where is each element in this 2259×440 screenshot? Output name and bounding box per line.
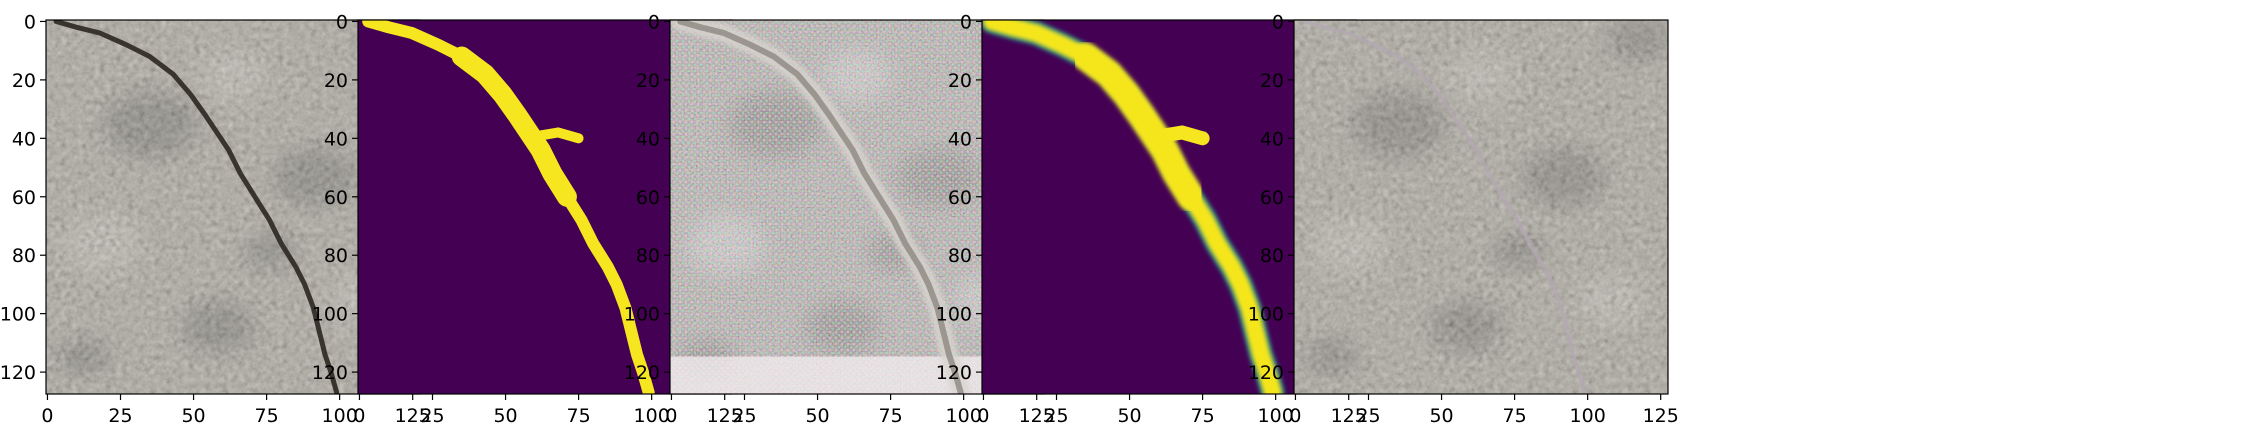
x-tick-label: 0	[1289, 405, 1301, 427]
y-tick-label: 20	[1260, 70, 1284, 92]
x-tick-label: 25	[732, 405, 756, 427]
x-tick-label: 125	[707, 405, 743, 427]
y-tick-label: 40	[1260, 128, 1284, 150]
y-tick-label: 100	[624, 304, 660, 326]
x-tick-label: 75	[879, 405, 903, 427]
x-tick-label: 125	[1331, 405, 1367, 427]
y-tick-label: 60	[1260, 187, 1284, 209]
x-tick-label: 0	[665, 405, 677, 427]
x-tick-label: 50	[1117, 405, 1141, 427]
x-tick-label: 50	[805, 405, 829, 427]
y-tick-label: 80	[948, 245, 972, 267]
y-tick-label: 0	[336, 11, 348, 33]
x-tick-label: 50	[181, 405, 205, 427]
y-tick-label: 100	[0, 304, 36, 326]
x-tick-label: 100	[946, 405, 982, 427]
y-tick-label: 100	[1248, 304, 1284, 326]
y-tick-label: 20	[948, 70, 972, 92]
y-tick-label: 0	[24, 11, 36, 33]
y-tick-label: 20	[636, 70, 660, 92]
axes-frame	[1293, 19, 1669, 395]
y-tick-label: 0	[960, 11, 972, 33]
x-tick-label: 75	[567, 405, 591, 427]
y-tick-label: 60	[948, 187, 972, 209]
y-tick-label: 40	[636, 128, 660, 150]
y-tick-label: 120	[0, 362, 36, 384]
y-tick-label: 40	[948, 128, 972, 150]
y-tick-label: 20	[324, 70, 348, 92]
x-tick-label: 125	[395, 405, 431, 427]
y-tick-label: 120	[624, 362, 660, 384]
y-tick-label: 80	[12, 245, 36, 267]
y-tick-label: 60	[636, 187, 660, 209]
x-tick-label: 100	[1258, 405, 1294, 427]
x-tick-label: 75	[1191, 405, 1215, 427]
x-tick-label: 25	[108, 405, 132, 427]
y-tick-label: 40	[324, 128, 348, 150]
y-tick-label: 60	[12, 187, 36, 209]
x-tick-label: 50	[1429, 405, 1453, 427]
x-tick-label: 75	[1503, 405, 1527, 427]
x-tick-label: 0	[977, 405, 989, 427]
x-tick-label: 50	[493, 405, 517, 427]
y-tick-label: 40	[12, 128, 36, 150]
y-tick-label: 20	[12, 70, 36, 92]
y-tick-label: 80	[636, 245, 660, 267]
y-tick-label: 80	[324, 245, 348, 267]
x-tick-label: 0	[41, 405, 53, 427]
y-tick-label: 80	[1260, 245, 1284, 267]
y-tick-label: 100	[312, 304, 348, 326]
y-tick-label: 0	[648, 11, 660, 33]
x-tick-label: 25	[1356, 405, 1380, 427]
y-tick-label: 120	[312, 362, 348, 384]
panel-5: 0 25 50 75 100 125 0 20 40 60 80 100 120	[1248, 11, 1679, 427]
y-tick-label: 100	[936, 304, 972, 326]
x-tick-label: 0	[353, 405, 365, 427]
x-tick-label: 25	[1044, 405, 1068, 427]
x-tick-label: 100	[634, 405, 670, 427]
x-tick-label: 75	[255, 405, 279, 427]
x-tick-label: 100	[322, 405, 358, 427]
x-tick-label: 125	[1643, 405, 1679, 427]
y-tick-label: 0	[1272, 11, 1284, 33]
y-tick-label: 120	[1248, 362, 1284, 384]
panel-image-5	[1294, 20, 1668, 394]
x-tick-label: 125	[1019, 405, 1055, 427]
y-tick-label: 120	[936, 362, 972, 384]
x-tick-label: 25	[420, 405, 444, 427]
y-tick-label: 60	[324, 187, 348, 209]
x-tick-label: 100	[1570, 405, 1606, 427]
